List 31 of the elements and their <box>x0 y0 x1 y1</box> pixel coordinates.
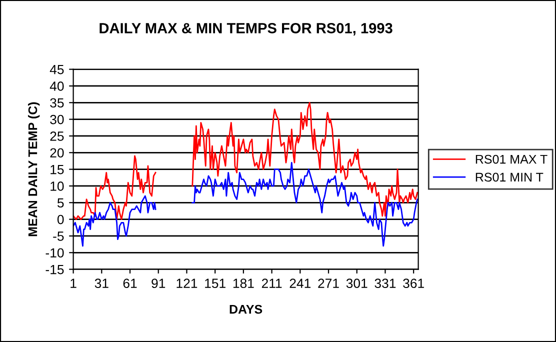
y-tick-label: 25 <box>50 132 64 141</box>
x-tick-label: 271 <box>318 278 339 288</box>
x-tick-label: 151 <box>205 278 226 288</box>
legend-label: RS01 MIN T <box>476 172 544 182</box>
x-tick-label: 181 <box>233 278 254 288</box>
y-axis-title: MEAN DAILY TEMP (C) <box>28 102 40 236</box>
y-tick-label: 30 <box>50 114 64 124</box>
y-tick-label: -10 <box>46 248 64 258</box>
legend-label: RS01 MAX T <box>476 154 548 164</box>
y-tick-label: 45 <box>50 65 64 74</box>
x-tick-label: 361 <box>403 278 424 288</box>
y-tick-label: 10 <box>50 182 64 191</box>
y-tick-label: 15 <box>50 165 64 174</box>
y-tick-label: 0 <box>57 214 64 224</box>
x-tick-label: 241 <box>290 278 311 288</box>
x-tick-label: 31 <box>94 278 108 288</box>
y-tick-label: 40 <box>50 82 64 91</box>
x-tick-label: 301 <box>346 278 368 288</box>
x-tick-label: 121 <box>176 278 198 288</box>
y-tick-label: -15 <box>46 265 64 274</box>
x-tick-label: 91 <box>152 278 166 288</box>
y-tick-label: 20 <box>50 148 64 158</box>
x-tick-label: 331 <box>374 278 396 288</box>
y-tick-label: 35 <box>50 98 64 108</box>
chart-title: DAILY MAX & MIN TEMPS FOR RS01, 1993 <box>100 23 392 36</box>
x-axis-title: DAYS <box>230 304 262 314</box>
y-tick-label: 5 <box>57 198 64 208</box>
x-tick-label: 211 <box>262 278 282 288</box>
y-tick-label: -5 <box>53 232 64 241</box>
x-tick-label: 61 <box>123 278 137 288</box>
x-tick-label: 1 <box>70 278 76 288</box>
